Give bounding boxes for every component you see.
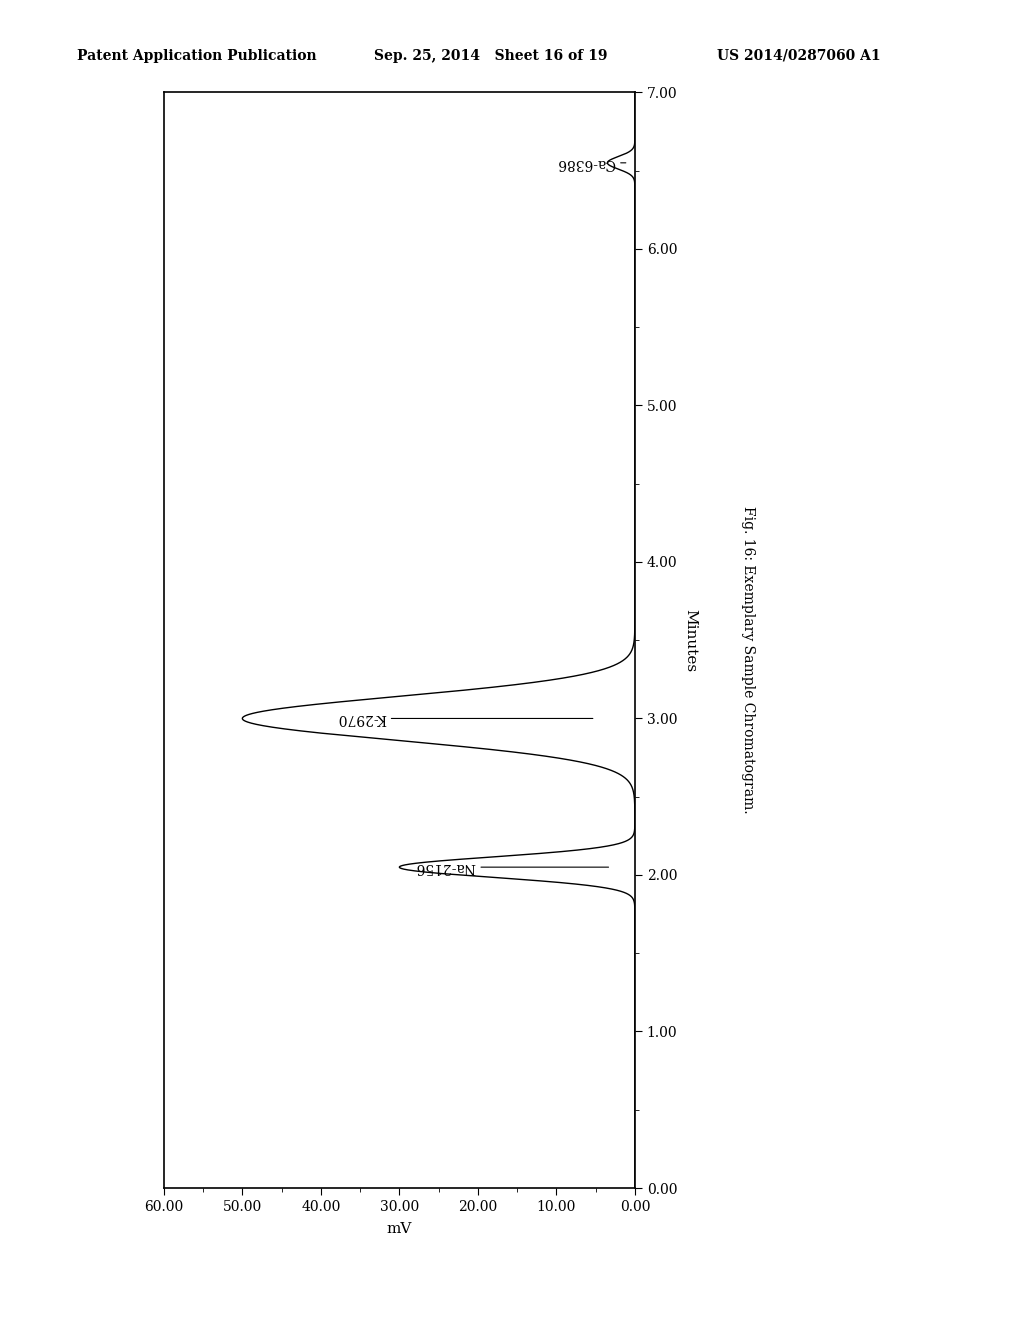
Text: K-2970: K-2970: [337, 711, 593, 726]
Text: Fig. 16: Exemplary Sample Chromatogram.: Fig. 16: Exemplary Sample Chromatogram.: [740, 506, 755, 814]
Text: Ca-6386: Ca-6386: [556, 156, 626, 170]
Text: Sep. 25, 2014   Sheet 16 of 19: Sep. 25, 2014 Sheet 16 of 19: [374, 49, 607, 63]
Y-axis label: Minutes: Minutes: [683, 609, 696, 672]
Text: Patent Application Publication: Patent Application Publication: [77, 49, 316, 63]
Text: Na-2156: Na-2156: [415, 861, 608, 874]
X-axis label: mV: mV: [387, 1222, 412, 1236]
Text: US 2014/0287060 A1: US 2014/0287060 A1: [717, 49, 881, 63]
